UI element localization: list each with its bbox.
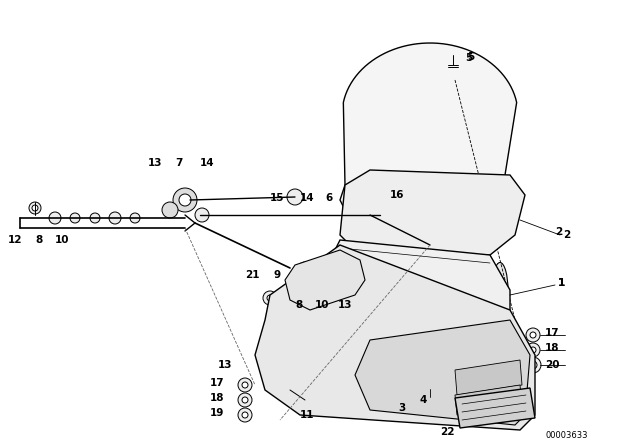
Circle shape [330, 275, 340, 285]
Circle shape [179, 194, 191, 206]
Text: 20: 20 [545, 360, 559, 370]
Circle shape [311, 281, 319, 289]
Text: 1: 1 [558, 278, 565, 288]
Circle shape [530, 347, 536, 353]
Circle shape [363, 208, 377, 222]
Text: 2: 2 [563, 230, 570, 240]
Circle shape [238, 408, 252, 422]
Text: 14: 14 [300, 193, 315, 203]
Circle shape [109, 212, 121, 224]
Circle shape [328, 343, 352, 367]
Text: 19: 19 [210, 408, 225, 418]
Text: 10: 10 [55, 235, 70, 245]
Text: 00003633: 00003633 [545, 431, 588, 439]
Text: 21: 21 [245, 270, 259, 280]
Circle shape [263, 291, 277, 305]
Circle shape [297, 262, 313, 278]
Circle shape [90, 213, 100, 223]
Text: 1: 1 [558, 278, 565, 288]
Circle shape [162, 202, 178, 218]
Text: 22: 22 [440, 427, 454, 437]
Text: 17: 17 [545, 328, 559, 338]
Polygon shape [340, 170, 525, 255]
Polygon shape [285, 250, 365, 310]
Polygon shape [455, 385, 522, 415]
Circle shape [426, 389, 434, 397]
Circle shape [70, 213, 80, 223]
Polygon shape [455, 360, 522, 395]
Text: 9: 9 [273, 270, 280, 280]
Circle shape [530, 332, 536, 338]
Text: 6: 6 [325, 193, 332, 203]
Circle shape [271, 361, 285, 375]
Circle shape [267, 295, 273, 301]
Polygon shape [340, 43, 516, 240]
Text: 2: 2 [555, 227, 563, 237]
Text: 5: 5 [467, 52, 474, 62]
Circle shape [529, 361, 537, 369]
Text: 17: 17 [210, 378, 225, 388]
Circle shape [526, 328, 540, 342]
Text: 3: 3 [398, 403, 405, 413]
Polygon shape [355, 320, 530, 425]
Circle shape [339, 286, 351, 298]
Text: 13: 13 [148, 158, 163, 168]
Text: 16: 16 [390, 190, 404, 200]
Text: 4: 4 [420, 395, 428, 405]
Text: 10: 10 [315, 300, 330, 310]
Ellipse shape [330, 247, 350, 307]
Circle shape [130, 213, 140, 223]
Circle shape [462, 408, 472, 418]
Text: 11: 11 [300, 410, 314, 420]
Circle shape [242, 397, 248, 403]
Text: 15: 15 [270, 193, 285, 203]
Circle shape [49, 212, 61, 224]
Circle shape [324, 284, 336, 296]
Circle shape [287, 189, 303, 205]
Circle shape [423, 238, 437, 252]
Circle shape [238, 393, 252, 407]
Text: 14: 14 [200, 158, 214, 168]
Circle shape [307, 277, 323, 293]
Text: 13: 13 [218, 360, 232, 370]
Text: 5: 5 [465, 53, 472, 63]
Circle shape [195, 208, 209, 222]
Circle shape [284, 384, 296, 396]
Polygon shape [320, 240, 510, 320]
Circle shape [242, 382, 248, 388]
Text: 8: 8 [35, 235, 42, 245]
Circle shape [302, 267, 308, 273]
Text: 13: 13 [338, 300, 353, 310]
Circle shape [314, 272, 326, 284]
Circle shape [449, 51, 457, 59]
Text: 18: 18 [545, 343, 559, 353]
Circle shape [238, 378, 252, 392]
Ellipse shape [492, 263, 508, 318]
Circle shape [525, 357, 541, 373]
Circle shape [29, 202, 41, 214]
Circle shape [526, 343, 540, 357]
Circle shape [275, 365, 281, 371]
Circle shape [32, 205, 38, 211]
Text: 18: 18 [210, 393, 225, 403]
Circle shape [322, 337, 358, 373]
Polygon shape [255, 245, 535, 430]
Circle shape [242, 412, 248, 418]
Circle shape [517, 401, 527, 411]
Circle shape [173, 188, 197, 212]
Text: 12: 12 [8, 235, 22, 245]
Polygon shape [455, 388, 535, 428]
Text: 8: 8 [295, 300, 302, 310]
Text: 7: 7 [175, 158, 182, 168]
